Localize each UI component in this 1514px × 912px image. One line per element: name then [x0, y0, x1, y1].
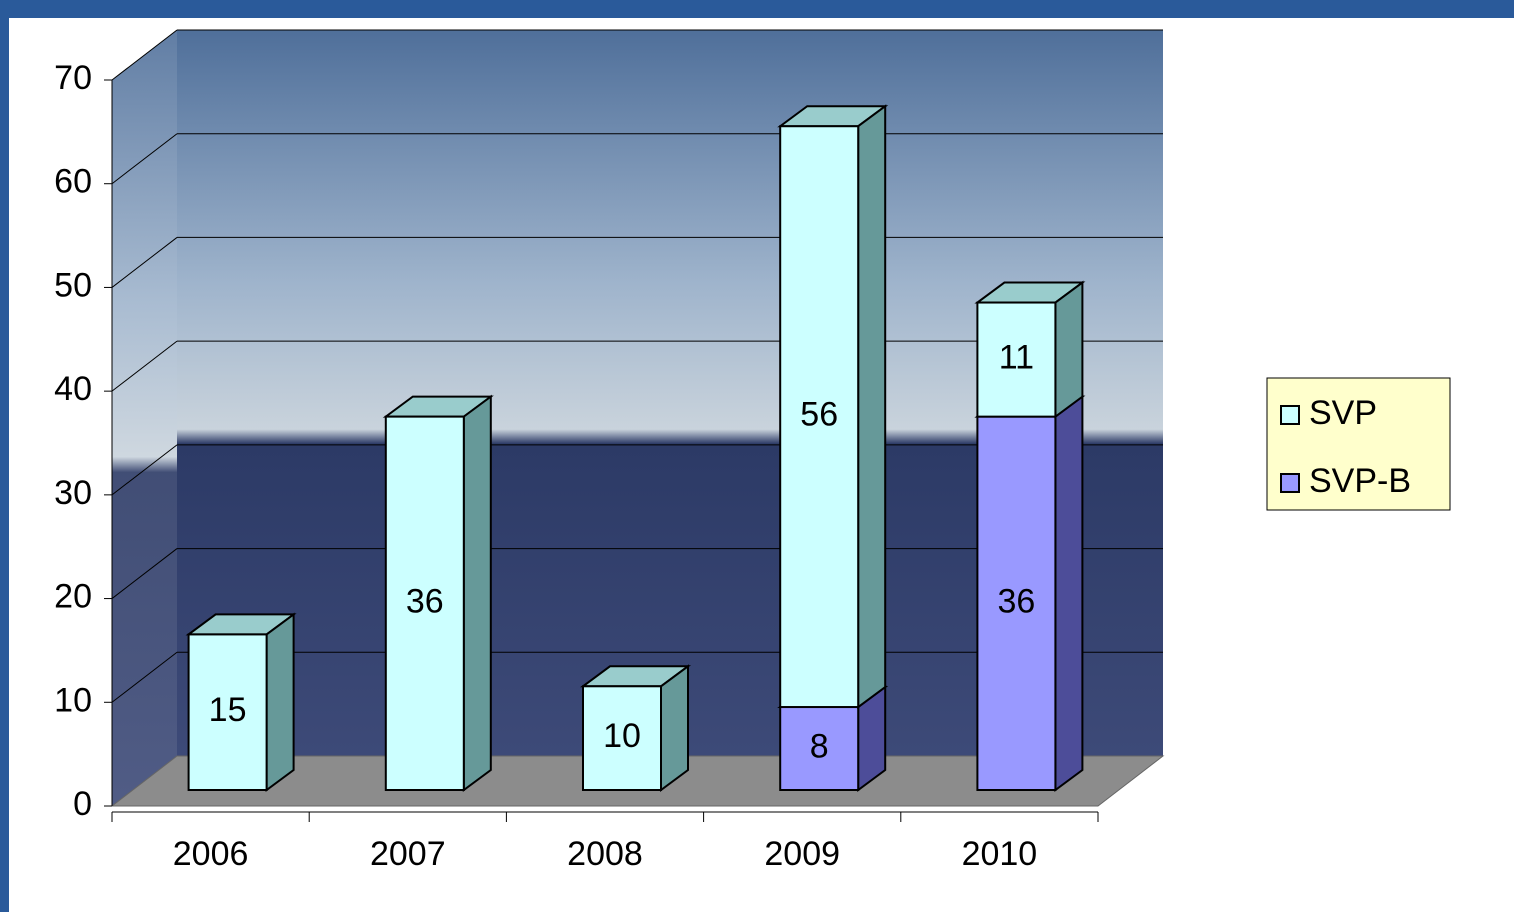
y-tick-label: 60	[54, 163, 92, 201]
data-label: 11	[999, 339, 1034, 377]
data-label: 8	[810, 727, 829, 765]
grid-line	[111, 237, 178, 288]
grid-line	[111, 651, 178, 703]
x-tick-label: 2009	[764, 835, 840, 873]
bar	[779, 125, 860, 709]
side-wall	[112, 30, 177, 806]
bar	[187, 633, 268, 792]
grid-line	[111, 29, 178, 81]
y-tick-label: 50	[54, 266, 92, 304]
grid-line	[111, 340, 178, 392]
y-tick-label: 0	[73, 785, 92, 823]
data-label: 36	[997, 582, 1035, 620]
data-label: 10	[603, 717, 641, 755]
grid-line	[111, 133, 178, 185]
x-tick-label: 2007	[370, 835, 446, 873]
y-tick-label: 40	[54, 370, 92, 408]
y-tick-label: 70	[54, 59, 92, 97]
data-label: 56	[800, 396, 838, 434]
bar-side	[857, 104, 887, 710]
grid-line	[111, 548, 178, 599]
bar	[384, 415, 465, 791]
bar	[976, 301, 1057, 418]
bar	[582, 685, 662, 791]
x-tick-label: 2010	[962, 835, 1038, 873]
bar-side	[265, 612, 295, 792]
legend-swatch	[1280, 405, 1300, 425]
y-tick-label: 20	[54, 578, 92, 616]
bar-side	[1054, 280, 1084, 419]
data-label: 36	[406, 582, 444, 620]
grid-line	[111, 444, 178, 496]
x-tick-label: 2008	[567, 835, 643, 873]
top-band	[0, 0, 1514, 18]
legend-label: SVP	[1309, 394, 1377, 432]
y-tick-label: 10	[54, 681, 92, 719]
x-tick-label: 2006	[173, 835, 249, 873]
legend-swatch	[1280, 473, 1300, 493]
bar-side	[1054, 394, 1084, 792]
bar-side	[462, 394, 492, 792]
left-band	[0, 0, 9, 912]
y-tick-label: 30	[54, 474, 92, 512]
legend-label: SVP-B	[1309, 462, 1411, 500]
bar-side	[660, 664, 689, 792]
data-label: 15	[209, 691, 247, 729]
